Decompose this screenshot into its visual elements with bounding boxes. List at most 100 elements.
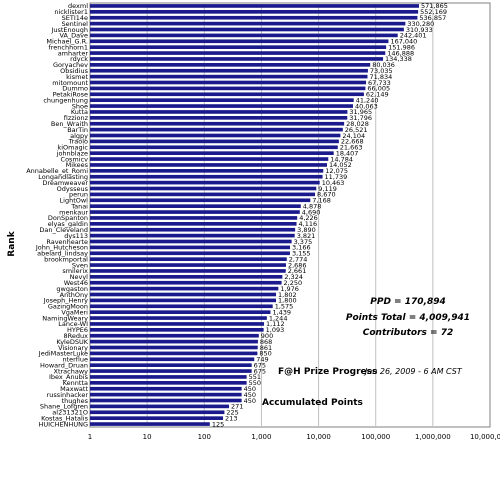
category-label: thughes: [62, 397, 89, 405]
value-label: 213: [225, 414, 237, 422]
plot-background: [89, 2, 491, 428]
value-label: 450: [244, 391, 256, 399]
category-label: West46: [64, 279, 88, 287]
x-tick-label: 100,000: [361, 433, 390, 441]
value-label: 125: [212, 420, 224, 428]
chart-title: F@H Prize Progress: [278, 367, 377, 377]
bar: [90, 68, 368, 73]
value-label: 41,240: [356, 96, 379, 104]
bar: [90, 27, 404, 32]
category-label: Kutta: [71, 108, 88, 116]
category-label: nterflue: [62, 356, 88, 364]
category-label: Sentinel: [61, 20, 88, 28]
bar: [90, 227, 296, 232]
bar: [90, 422, 210, 426]
bar: [90, 180, 320, 185]
value-label: 2,774: [289, 255, 308, 263]
category-label: HUICHENHUNG: [38, 420, 88, 428]
category-label: Annabelle_et_Romi: [26, 167, 88, 175]
value-label: 40,063: [355, 102, 378, 110]
value-label: 868: [260, 338, 272, 346]
bar: [90, 10, 419, 14]
category-label: brookmportal: [44, 255, 88, 263]
value-label: 11,739: [325, 173, 348, 181]
category-label: Visionary: [58, 344, 88, 352]
bar: [90, 98, 354, 102]
value-label: 4,116: [299, 220, 318, 228]
value-label: 66,005: [367, 85, 390, 93]
bar: [90, 39, 389, 44]
value-label: 3,375: [294, 238, 313, 246]
category-label: Ben_Wraith: [51, 120, 88, 128]
gridlines: [146, 3, 434, 427]
category-label: algpy: [70, 132, 88, 140]
category-label: elyas_galdin: [48, 220, 88, 228]
category-label: Sven: [72, 261, 88, 269]
bar: [90, 15, 418, 20]
value-label: 167,040: [390, 38, 417, 46]
category-label: DonSpanton: [48, 214, 88, 222]
category-label: Shane_Lofgren: [40, 403, 88, 411]
value-label: 552,169: [420, 8, 447, 16]
bar: [90, 310, 271, 314]
value-label: 536,857: [419, 14, 446, 22]
category-label: smilerix: [62, 267, 88, 275]
category-label: abelard_lindsay: [37, 250, 88, 258]
value-label: 571,865: [421, 2, 448, 10]
value-label: 242,401: [400, 32, 427, 40]
category-label: VA_Dave: [59, 32, 88, 40]
category-label: Lance-WI: [58, 320, 88, 328]
category-label: Traolo: [68, 138, 88, 146]
category-label: Maxwatt: [60, 385, 88, 393]
bar: [90, 57, 384, 61]
category-label: Howard_Druan: [40, 361, 88, 369]
value-label: 749: [256, 356, 268, 364]
category-label: Odysseus: [57, 185, 89, 193]
value-label: 31,796: [349, 114, 372, 122]
category-label: chungenhung: [43, 96, 88, 104]
category-label: Kostas_Hatalis: [41, 414, 88, 422]
value-label: 71,834: [370, 73, 393, 81]
category-label: SETI14e: [62, 14, 88, 22]
category-label: johnblaze: [56, 149, 88, 157]
category-label: Dummo: [62, 85, 88, 93]
category-label: NamingWeary: [42, 314, 88, 322]
bar: [90, 92, 364, 97]
value-label: 675: [254, 367, 266, 375]
value-label: 28,028: [346, 120, 369, 128]
bar: [90, 416, 224, 420]
bar: [90, 186, 317, 191]
bar: [90, 204, 301, 208]
category-label: 8Redux: [64, 332, 89, 340]
value-label: 4,878: [303, 202, 322, 210]
value-label: 4,690: [302, 208, 321, 216]
value-label: 1,093: [266, 326, 285, 334]
value-label: 73,035: [370, 67, 393, 75]
x-tick-label: 1,000: [251, 433, 271, 441]
stat-contributors: Contributors = 72: [363, 328, 453, 338]
value-label: 7,168: [312, 197, 331, 205]
bar: [90, 127, 343, 132]
value-label: 900: [261, 332, 273, 340]
bar: [90, 280, 282, 285]
value-label: 14,784: [330, 155, 353, 163]
bar: [90, 257, 287, 261]
bar: [90, 139, 339, 144]
bar: [90, 33, 398, 38]
category-label: Longandlasting: [38, 173, 88, 181]
value-label: 4,226: [299, 214, 318, 222]
category-label: Joseph_Henry: [43, 297, 88, 305]
category-label: kismet: [66, 73, 88, 81]
value-label: 21,663: [340, 144, 363, 152]
category-label: Michael_G.R.: [46, 38, 88, 46]
value-label: 2,661: [288, 267, 307, 275]
bar: [90, 357, 255, 362]
value-label: 1,244: [269, 314, 288, 322]
category-label: dys113: [64, 232, 88, 240]
value-label: 1,439: [272, 308, 291, 316]
category-label: LightOwl: [60, 197, 89, 205]
value-label: 1,575: [275, 303, 294, 311]
value-label: 3,166: [292, 244, 311, 252]
value-label: 850: [259, 350, 271, 358]
value-label: 134,338: [385, 55, 412, 63]
